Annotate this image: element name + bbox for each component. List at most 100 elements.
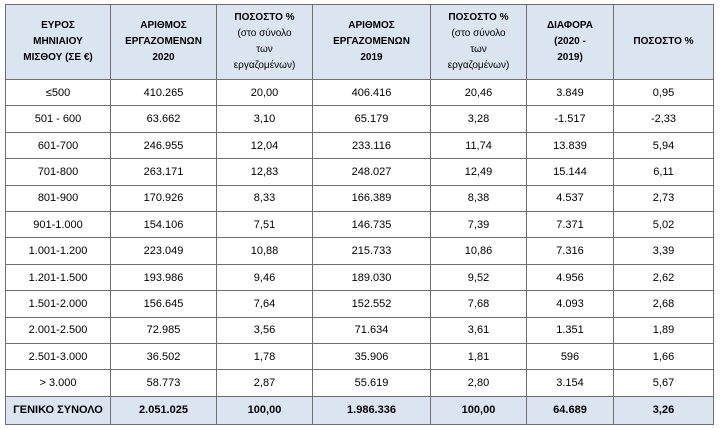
cell-salary-range: 701-800 [5,158,111,186]
cell-employees-2020: 170.926 [110,184,217,213]
cell-employees-2020: 410.265 [110,78,217,107]
cell-employees-2020: 72.985 [110,316,217,345]
table-header: ΕΥΡΟΣ ΜΗΝΙΑΙΟΥ ΜΙΣΘΟΥ (ΣΕ €) ΑΡΙΘΜΟΣ ΕΡΓ… [5,4,714,80]
table-row: 701-800 263.171 12,83 248.027 12,49 15.1… [5,158,714,186]
cell-salary-range: 601-700 [5,131,111,160]
cell-percent-change: 1,66 [613,343,714,371]
table-row: ≤500 410.265 20,00 406.416 20,46 3.849 0… [5,78,714,107]
total-percent-2020: 100,00 [216,395,313,426]
cell-difference: 13.839 [526,131,614,160]
cell-percent-change: 5,94 [613,131,714,160]
cell-employees-2019: 248.027 [312,158,431,186]
cell-percent-2020: 20,00 [216,78,313,107]
cell-percent-2019: 10,86 [430,237,527,265]
cell-employees-2019: 152.552 [312,290,431,318]
cell-percent-2019: 12,49 [430,158,527,186]
wage-distribution-table: ΕΥΡΟΣ ΜΗΝΙΑΙΟΥ ΜΙΣΘΟΥ (ΣΕ €) ΑΡΙΘΜΟΣ ΕΡΓ… [5,4,714,426]
cell-difference: 15.144 [526,158,614,186]
cell-percent-change: 6,11 [613,158,714,186]
header-employees-2020: ΑΡΙΘΜΟΣ ΕΡΓΑΖΟΜΕΝΩΝ 2020 [110,4,217,80]
table-row: 601-700 246.955 12,04 233.116 11,74 13.8… [5,131,714,160]
cell-percent-change: -2,33 [613,105,714,133]
cell-percent-2019: 7,39 [430,211,527,239]
cell-percent-2020: 12,04 [216,131,313,160]
cell-difference: 3.849 [526,78,614,107]
cell-percent-2020: 9,46 [216,263,313,292]
cell-salary-range: > 3.000 [5,369,111,397]
cell-employees-2019: 65.179 [312,105,431,133]
cell-percent-2019: 7,68 [430,290,527,318]
cell-employees-2019: 406.416 [312,78,431,107]
cell-employees-2020: 63.662 [110,105,217,133]
cell-percent-2019: 9,52 [430,263,527,292]
cell-percent-2020: 8,33 [216,184,313,213]
cell-employees-2020: 154.106 [110,211,217,239]
cell-difference: 4.093 [526,290,614,318]
total-difference: 64.689 [526,395,614,426]
cell-salary-range: 1.001-1.200 [5,237,111,265]
cell-employees-2020: 156.645 [110,290,217,318]
total-employees-2020: 2.051.025 [110,395,217,426]
cell-difference: 3.154 [526,369,614,397]
cell-employees-2020: 58.773 [110,369,217,397]
cell-difference: 4.537 [526,184,614,213]
cell-percent-change: 2,68 [613,290,714,318]
header-percent-change: ΠΟΣΟΣΤΟ % [613,4,714,80]
total-percent-change: 3,26 [613,395,714,426]
total-row: ΓΕΝΙΚΟ ΣΥΝΟΛΟ 2.051.025 100,00 1.986.336… [5,395,714,426]
cell-employees-2019: 71.634 [312,316,431,345]
table-row: 501 - 600 63.662 3,10 65.179 3,28 -1.517… [5,105,714,133]
table-row: > 3.000 58.773 2,87 55.619 2,80 3.154 5,… [5,369,714,397]
cell-percent-2020: 7,64 [216,290,313,318]
table-row: 1.501-2.000 156.645 7,64 152.552 7,68 4.… [5,290,714,318]
cell-percent-2020: 10,88 [216,237,313,265]
table-row: 2.501-3.000 36.502 1,78 35.906 1,81 596 … [5,343,714,371]
cell-salary-range: ≤500 [5,78,111,107]
cell-employees-2020: 193.986 [110,263,217,292]
cell-difference: -1.517 [526,105,614,133]
table-row: 801-900 170.926 8,33 166.389 8,38 4.537 … [5,184,714,213]
table-row: 1.201-1.500 193.986 9,46 189.030 9,52 4.… [5,263,714,292]
table-row: 901-1.000 154.106 7,51 146.735 7,39 7.37… [5,211,714,239]
cell-employees-2020: 246.955 [110,131,217,160]
cell-percent-2019: 3,28 [430,105,527,133]
cell-difference: 596 [526,343,614,371]
cell-percent-2020: 3,56 [216,316,313,345]
cell-percent-change: 2,62 [613,263,714,292]
cell-employees-2019: 146.735 [312,211,431,239]
cell-employees-2019: 166.389 [312,184,431,213]
cell-employees-2020: 223.049 [110,237,217,265]
cell-employees-2019: 215.733 [312,237,431,265]
table-body: ≤500 410.265 20,00 406.416 20,46 3.849 0… [5,78,714,426]
cell-difference: 4.956 [526,263,614,292]
cell-employees-2019: 35.906 [312,343,431,371]
table-row: 2.001-2.500 72.985 3,56 71.634 3,61 1.35… [5,316,714,345]
cell-percent-2019: 11,74 [430,131,527,160]
cell-difference: 1.351 [526,316,614,345]
cell-salary-range: 801-900 [5,184,111,213]
cell-salary-range: 501 - 600 [5,105,111,133]
cell-percent-2020: 7,51 [216,211,313,239]
cell-percent-2019: 8,38 [430,184,527,213]
cell-employees-2019: 55.619 [312,369,431,397]
cell-percent-change: 1,89 [613,316,714,345]
cell-percent-2020: 12,83 [216,158,313,186]
cell-percent-2020: 2,87 [216,369,313,397]
cell-salary-range: 1.501-2.000 [5,290,111,318]
cell-percent-change: 5,02 [613,211,714,239]
total-percent-2019: 100,00 [430,395,527,426]
cell-employees-2020: 36.502 [110,343,217,371]
cell-employees-2020: 263.171 [110,158,217,186]
header-percent-2019: ΠΟΣΟΣΤΟ % (στο σύνολο των εργαζομένων) [430,4,527,80]
cell-percent-change: 0,95 [613,78,714,107]
cell-percent-2019: 2,80 [430,369,527,397]
header-salary-range: ΕΥΡΟΣ ΜΗΝΙΑΙΟΥ ΜΙΣΘΟΥ (ΣΕ €) [5,4,111,80]
cell-percent-change: 3,39 [613,237,714,265]
cell-difference: 7.316 [526,237,614,265]
cell-percent-2020: 3,10 [216,105,313,133]
cell-salary-range: 2.001-2.500 [5,316,111,345]
header-percent-2020: ΠΟΣΟΣΤΟ % (στο σύνολο των εργαζομένων) [216,4,313,80]
cell-percent-2019: 3,61 [430,316,527,345]
table-row: 1.001-1.200 223.049 10,88 215.733 10,86 … [5,237,714,265]
total-label: ΓΕΝΙΚΟ ΣΥΝΟΛΟ [5,395,111,426]
